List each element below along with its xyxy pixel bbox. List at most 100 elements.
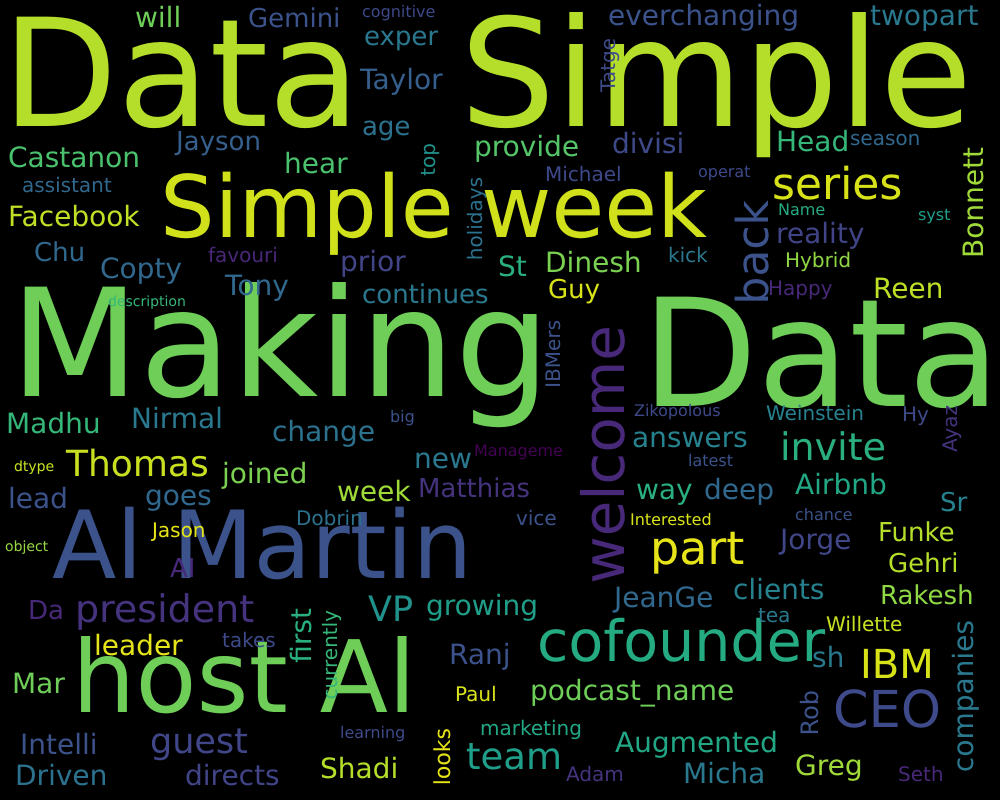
word-ranj: Ranj bbox=[449, 638, 511, 671]
word-jason: Jason bbox=[152, 518, 206, 542]
word-directs: directs bbox=[185, 759, 280, 792]
word-adam: Adam bbox=[566, 762, 624, 786]
word-jeange: JeanGe bbox=[614, 581, 714, 614]
word-companies: companies bbox=[947, 620, 980, 773]
word-weinstein: Weinstein bbox=[766, 401, 864, 425]
word-al-martin: Al Martin bbox=[52, 492, 473, 601]
word-invite: invite bbox=[780, 425, 886, 469]
word-gemini: Gemini bbox=[248, 4, 341, 34]
word-holidays: holidays bbox=[463, 177, 487, 261]
word-hear: hear bbox=[284, 147, 348, 180]
word-sh: sh bbox=[812, 641, 845, 674]
word-twopart: twopart bbox=[870, 0, 979, 32]
word-week: week bbox=[337, 475, 411, 508]
word-funke: Funke bbox=[878, 518, 955, 548]
word-favouri: favouri bbox=[208, 243, 278, 267]
word-answers: answers bbox=[632, 421, 748, 454]
word-dinesh: Dinesh bbox=[545, 246, 642, 279]
word-greg: Greg bbox=[795, 749, 863, 782]
word-prior: prior bbox=[340, 245, 406, 278]
word-paul: Paul bbox=[455, 682, 497, 706]
word-ayaz: Ayaz bbox=[938, 405, 962, 452]
word-season: season bbox=[850, 126, 921, 150]
word-object: object bbox=[5, 539, 49, 555]
word-learning: learning bbox=[340, 723, 406, 742]
word-hybrid: Hybrid bbox=[785, 248, 852, 272]
word-operat: operat bbox=[698, 162, 751, 181]
word-ceo: CEO bbox=[833, 681, 941, 740]
word-cognitive: cognitive bbox=[362, 2, 436, 21]
word-simple: Simple bbox=[460, 0, 973, 162]
word-tatge: Tatge bbox=[596, 38, 620, 93]
word-age: age bbox=[362, 112, 411, 142]
word-ai: AI bbox=[170, 554, 196, 584]
word-first: first bbox=[285, 608, 318, 663]
word-seth: Seth bbox=[898, 762, 944, 786]
word-kick: kick bbox=[668, 243, 708, 267]
word-latest: latest bbox=[688, 451, 733, 470]
word-sr: Sr bbox=[940, 488, 968, 518]
word-manageme: Manageme bbox=[474, 441, 563, 460]
word-guy: Guy bbox=[548, 275, 601, 305]
word-podcast-name: podcast_name bbox=[530, 674, 735, 707]
word-syst: syst bbox=[918, 205, 951, 224]
word-thomas: Thomas bbox=[66, 444, 209, 485]
word-jorge: Jorge bbox=[780, 523, 852, 556]
word-clients: clients bbox=[733, 573, 825, 606]
word-head: Head bbox=[776, 125, 850, 158]
word-continues: continues bbox=[362, 280, 489, 310]
word-interested: Interested bbox=[630, 510, 712, 529]
word-provide: provide bbox=[474, 130, 580, 163]
word-da: Da bbox=[28, 596, 64, 626]
word-divisi: divisi bbox=[612, 127, 685, 160]
word-growing: growing bbox=[426, 589, 538, 622]
word-facebook: Facebook bbox=[8, 200, 140, 233]
word-intelli: Intelli bbox=[20, 728, 98, 761]
word-data: Data bbox=[641, 268, 1000, 442]
word-michael: Michael bbox=[545, 162, 622, 186]
word-rob: Rob bbox=[796, 690, 824, 736]
word-looks: looks bbox=[431, 728, 456, 786]
word-exper: exper bbox=[364, 22, 439, 52]
word-simple-week: Simple week bbox=[160, 158, 707, 258]
word-matthias: Matthias bbox=[418, 474, 530, 504]
word-change: change bbox=[272, 415, 376, 448]
word-madhu: Madhu bbox=[6, 407, 101, 440]
word-tea: tea bbox=[758, 603, 791, 627]
word-assistant: assistant bbox=[22, 173, 112, 197]
word-rakesh: Rakesh bbox=[880, 581, 974, 611]
word-currently: currently bbox=[318, 610, 342, 700]
word-copty: Copty bbox=[100, 252, 183, 285]
word-everchanging: everchanging bbox=[608, 0, 800, 32]
word-augmented: Augmented bbox=[615, 726, 778, 759]
word-gehri: Gehri bbox=[888, 549, 959, 579]
word-dobrin: Dobrin bbox=[296, 506, 363, 530]
word-bonnett: Bonnett bbox=[957, 147, 990, 259]
word-hy: Hy bbox=[902, 402, 929, 426]
word-airbnb: Airbnb bbox=[795, 468, 887, 501]
word-ibm: IBM bbox=[860, 642, 934, 688]
word-nirmal: Nirmal bbox=[131, 402, 223, 435]
word-way: way bbox=[636, 473, 693, 506]
word-tony: Tony bbox=[225, 269, 289, 302]
word-micha: Micha bbox=[683, 757, 766, 790]
word-castanon: Castanon bbox=[8, 141, 141, 174]
word-jayson: Jayson bbox=[176, 127, 261, 157]
word-willette: Willette bbox=[826, 612, 903, 636]
word-data: Data bbox=[2, 0, 361, 162]
word-description: description bbox=[108, 294, 186, 310]
word-will: will bbox=[135, 1, 182, 34]
word-guest: guest bbox=[150, 722, 248, 762]
word-team: team bbox=[466, 735, 562, 778]
word-top: top bbox=[416, 143, 440, 176]
word-welcome: welcome bbox=[570, 325, 638, 584]
word-president: president bbox=[75, 587, 255, 631]
word-mar: Mar bbox=[12, 667, 65, 700]
word-reality: reality bbox=[776, 217, 865, 250]
word-cofounder: cofounder bbox=[537, 609, 826, 675]
word-st: St bbox=[498, 250, 527, 283]
word-making: Making bbox=[10, 258, 551, 432]
word-chu: Chu bbox=[34, 238, 86, 268]
word-host-al: host Al bbox=[72, 619, 416, 736]
